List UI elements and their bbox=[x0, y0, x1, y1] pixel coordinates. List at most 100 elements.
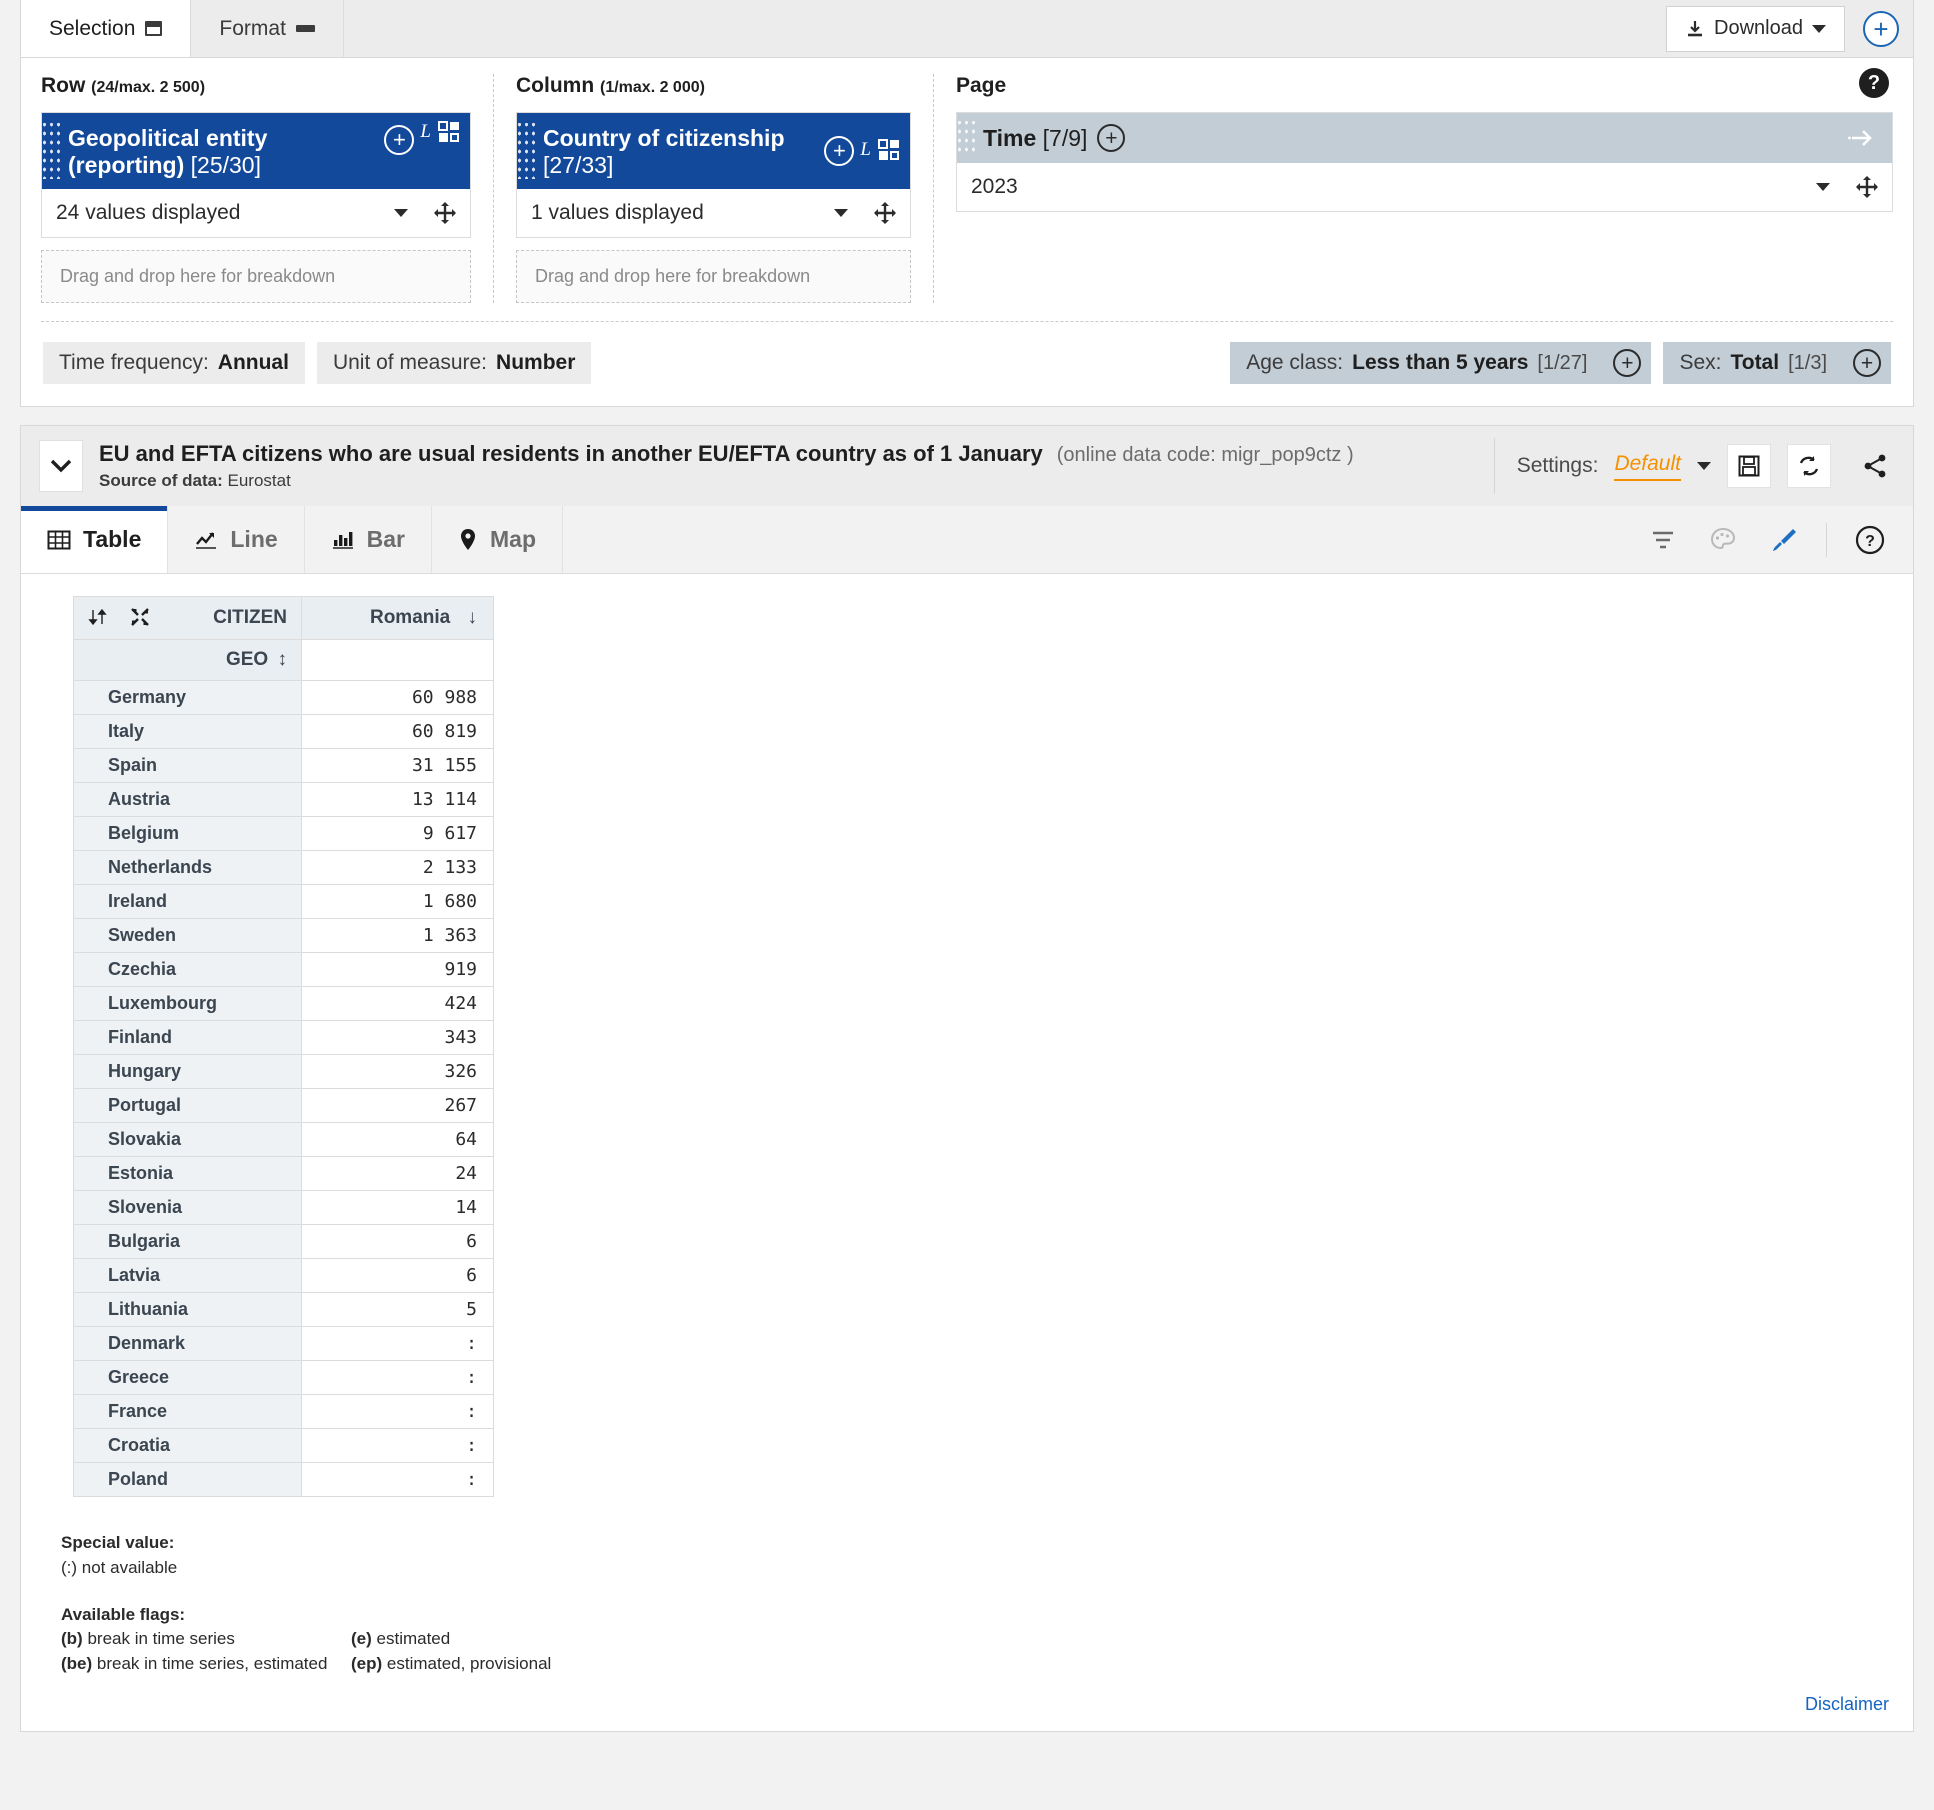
tab-table[interactable]: Table bbox=[21, 506, 169, 574]
sex-add-button[interactable]: + bbox=[1853, 349, 1881, 378]
chevron-down-icon[interactable] bbox=[1697, 462, 1711, 471]
chevron-down-icon[interactable] bbox=[1816, 183, 1830, 191]
page-dimension-title: Time [7/9] bbox=[983, 123, 1087, 152]
table-row: Bulgaria 6 bbox=[73, 1224, 494, 1260]
chip-sex[interactable]: Sex: Total [1/3] bbox=[1663, 342, 1843, 384]
table-row: Hungary 326 bbox=[73, 1054, 494, 1090]
grid-select-icon[interactable] bbox=[878, 139, 900, 161]
tab-format[interactable]: Format bbox=[191, 0, 344, 57]
row-add-button[interactable]: + bbox=[384, 125, 415, 155]
settings-value[interactable]: Default bbox=[1614, 452, 1681, 481]
chip-age-class-wrap[interactable]: Age class: Less than 5 years [1/27] + bbox=[1230, 342, 1652, 385]
move-icon[interactable] bbox=[1856, 176, 1878, 198]
corner-header-label: CITIZEN bbox=[213, 607, 287, 629]
table-icon bbox=[47, 530, 71, 550]
row-dimension-header-cell[interactable]: GEO ↕ bbox=[73, 639, 302, 682]
table-row: Estonia 24 bbox=[73, 1156, 494, 1192]
flag-text: estimated, provisional bbox=[386, 1653, 552, 1673]
move-icon[interactable] bbox=[874, 202, 896, 225]
table-row: Ireland 1 680 bbox=[73, 884, 494, 920]
column-header-cell[interactable]: Romania ↓ bbox=[301, 596, 494, 641]
data-table-body: Germany 60 988 Italy 60 819 Spain 31 155 Austr… bbox=[73, 680, 494, 1498]
sort-icon[interactable] bbox=[88, 607, 108, 627]
flag-text: break in time series, estimated bbox=[96, 1653, 328, 1673]
row-dimension-header[interactable]: Geopolitical entity (reporting) [25/30] … bbox=[42, 113, 470, 190]
page-add-button[interactable]: + bbox=[1097, 124, 1126, 152]
grid-select-icon[interactable] bbox=[438, 121, 460, 143]
column-add-button[interactable]: + bbox=[824, 136, 855, 167]
column-values-row[interactable]: 1 values displayed bbox=[517, 189, 910, 238]
chevron-down-icon bbox=[1812, 24, 1826, 33]
table-cell-value: 60 988 bbox=[301, 680, 494, 716]
chip-time-frequency[interactable]: Time frequency: Annual bbox=[43, 342, 305, 385]
column-counter: (1/max. 2 000) bbox=[600, 79, 705, 96]
tab-selection[interactable]: Selection bbox=[21, 0, 192, 57]
column-dimension-box: Country of citizenship [27/33] + L bbox=[516, 112, 911, 239]
add-panel-button[interactable]: + bbox=[1863, 10, 1899, 47]
tab-bar-label: Bar bbox=[366, 526, 406, 553]
page-dimension-header[interactable]: Time [7/9] + bbox=[957, 113, 1892, 163]
column-dropzone[interactable]: Drag and drop here for breakdown bbox=[516, 250, 911, 304]
table-row: Germany 60 988 bbox=[73, 680, 494, 716]
chip-unit-of-measure[interactable]: Unit of measure: Number bbox=[316, 342, 592, 385]
filter-button[interactable] bbox=[1638, 515, 1688, 565]
table-cell-value: 13 114 bbox=[301, 782, 494, 818]
drag-grip-icon[interactable] bbox=[42, 123, 64, 180]
label-mode-icon[interactable]: L bbox=[420, 121, 431, 142]
tab-map-label: Map bbox=[490, 526, 537, 553]
chip-age-class-value: Less than 5 years bbox=[1352, 351, 1529, 375]
table-cell-value: : bbox=[301, 1428, 494, 1464]
dataset-source: Source of data: Eurostat bbox=[99, 471, 1354, 491]
data-table: CITIZEN Romania ↓ GEO ↕ bbox=[73, 596, 494, 1498]
disclaimer-link[interactable]: Disclaimer bbox=[1804, 1694, 1889, 1715]
row-values-row[interactable]: 24 values displayed bbox=[42, 189, 470, 238]
tab-table-label: Table bbox=[83, 526, 142, 553]
table-row: Latvia 6 bbox=[73, 1258, 494, 1294]
help-button[interactable]: ? bbox=[1845, 515, 1895, 565]
tab-map[interactable]: Map bbox=[432, 506, 564, 574]
chip-sex-wrap[interactable]: Sex: Total [1/3] + bbox=[1663, 342, 1891, 385]
filter-icon bbox=[1653, 531, 1673, 549]
palette-button[interactable] bbox=[1698, 515, 1748, 565]
drag-grip-icon[interactable] bbox=[517, 123, 539, 180]
table-cell-value: 14 bbox=[301, 1190, 494, 1226]
table-row-label: Finland bbox=[73, 1020, 302, 1056]
table-row-label: Poland bbox=[73, 1462, 302, 1498]
tab-line[interactable]: Line bbox=[168, 506, 305, 574]
expand-collapse-icon[interactable] bbox=[130, 607, 150, 627]
chip-sex-fraction: [1/3] bbox=[1788, 352, 1827, 375]
table-row: Belgium 9 617 bbox=[73, 816, 494, 852]
table-row-label: Luxembourg bbox=[73, 986, 302, 1022]
collapse-toggle-button[interactable] bbox=[39, 440, 83, 493]
table-row-label: Austria bbox=[73, 782, 302, 818]
drag-grip-icon[interactable] bbox=[957, 121, 979, 155]
chip-age-class[interactable]: Age class: Less than 5 years [1/27] bbox=[1230, 342, 1603, 384]
column-dimension-header[interactable]: Country of citizenship [27/33] + L bbox=[517, 113, 910, 190]
help-icon[interactable]: ? bbox=[1859, 68, 1889, 98]
table-row: Sweden 1 363 bbox=[73, 918, 494, 954]
age-class-add-button[interactable]: + bbox=[1613, 349, 1642, 378]
flags-title: Available flags: bbox=[61, 1604, 186, 1624]
page-values-row[interactable]: 2023 bbox=[957, 163, 1892, 211]
arrow-right-icon[interactable] bbox=[1848, 127, 1876, 149]
label-mode-icon[interactable]: L bbox=[860, 139, 871, 161]
brush-button[interactable] bbox=[1758, 515, 1808, 565]
sort-updown-icon[interactable]: ↕ bbox=[277, 649, 288, 671]
refresh-button[interactable] bbox=[1787, 444, 1831, 489]
table-cell-value: 1 680 bbox=[301, 884, 494, 920]
page-label-text: Page bbox=[956, 74, 1007, 97]
view-tabs: Table Line Bar bbox=[21, 506, 1913, 575]
row-dropzone[interactable]: Drag and drop here for breakdown bbox=[41, 250, 471, 304]
table-row: Spain 31 155 bbox=[73, 748, 494, 784]
save-settings-button[interactable] bbox=[1727, 444, 1771, 489]
table-row-label: Denmark bbox=[73, 1326, 302, 1362]
chevron-down-icon[interactable] bbox=[394, 209, 408, 218]
share-button[interactable] bbox=[1855, 446, 1895, 486]
chevron-down-icon[interactable] bbox=[834, 209, 848, 218]
move-icon[interactable] bbox=[434, 202, 456, 225]
corner-header-cell[interactable]: CITIZEN bbox=[73, 596, 302, 641]
tab-bar[interactable]: Bar bbox=[304, 506, 433, 574]
download-button[interactable]: Download bbox=[1666, 5, 1845, 52]
table-subheader-row: GEO ↕ bbox=[73, 639, 494, 682]
column-header-icons: L bbox=[860, 139, 900, 161]
